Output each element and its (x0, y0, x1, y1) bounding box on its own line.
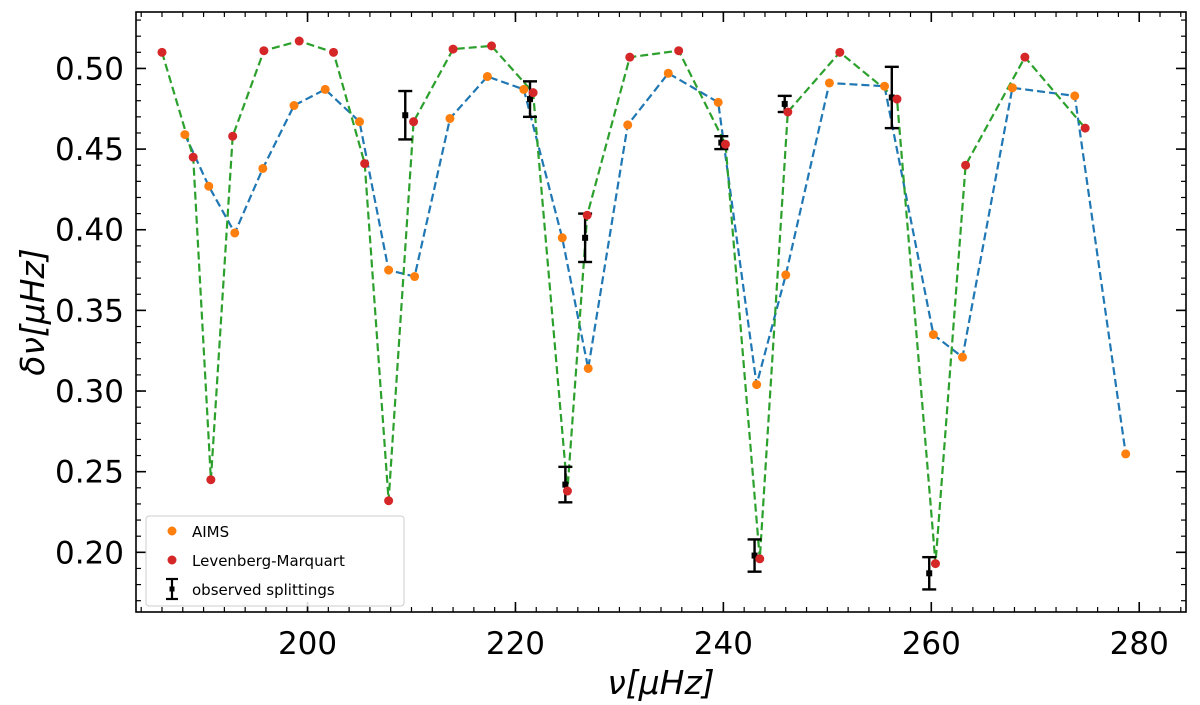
x-axis-label: ν[μHz] (607, 663, 714, 702)
legend-label-observed: observed splittings (192, 581, 335, 599)
lm-point (228, 131, 238, 141)
y-tick-label: 0.45 (55, 132, 124, 168)
aims-point (752, 380, 762, 390)
axis-tick-labels: 200 220 240 260 280 0.20 0.25 0.30 0.35 0.40 0.45 0… (55, 51, 1169, 662)
legend: AIMS Levenberg-Marquart observed splitti… (145, 515, 405, 607)
aims-point (355, 117, 365, 127)
lm-point (625, 52, 635, 62)
lm-point (961, 160, 971, 170)
aims-point (519, 84, 529, 94)
aims-point (320, 84, 330, 94)
x-tick-label: 280 (1110, 626, 1169, 662)
aims-point (824, 78, 834, 88)
aims-point (713, 97, 723, 107)
lm-point (755, 554, 765, 564)
legend-marker-aims (167, 526, 177, 536)
aims-point (1121, 449, 1131, 459)
lm-point (157, 47, 167, 57)
lm-point (582, 210, 592, 220)
series-points (157, 36, 1131, 569)
observed-errorbar (523, 80, 538, 119)
x-tick-label: 260 (902, 626, 961, 662)
aims-point (557, 233, 567, 243)
aims-point (583, 363, 593, 373)
aims-point (384, 265, 394, 275)
aims-point (1007, 83, 1017, 93)
y-tick-label: 0.35 (55, 293, 124, 329)
y-tick-label: 0.20 (55, 535, 124, 571)
lm-point (384, 496, 394, 506)
series-lines (160, 39, 1127, 564)
lm-point (562, 486, 572, 496)
lm-point (1080, 123, 1090, 133)
legend-label-aims: AIMS (192, 523, 229, 541)
legend-marker-observed (166, 577, 178, 601)
aims-point (180, 130, 190, 140)
aims-point (289, 101, 299, 111)
observed-errorbars (398, 65, 937, 591)
aims-point (623, 120, 633, 130)
aims-point (410, 272, 420, 282)
aims-connecting-line (183, 71, 1127, 455)
aims-point (445, 113, 455, 123)
lm-point (930, 559, 940, 569)
lm-point (329, 47, 339, 57)
legend-marker-lm (167, 555, 177, 565)
axis-ticks (136, 12, 1186, 612)
lm-point (360, 159, 370, 169)
legend-label-lm: Levenberg-Marquart (192, 552, 345, 570)
lm-point (206, 475, 216, 485)
observed-errorbar (747, 538, 762, 573)
lm-point (783, 107, 793, 117)
x-tick-label: 200 (278, 626, 337, 662)
lm-point (528, 88, 538, 98)
y-tick-label: 0.25 (55, 455, 124, 491)
observed-errorbar (884, 65, 899, 130)
x-tick-label: 220 (486, 626, 545, 662)
y-tick-label: 0.50 (55, 51, 124, 87)
aims-point (880, 81, 890, 91)
lm-point (259, 46, 269, 56)
observed-errorbar (558, 465, 573, 504)
lm-point (409, 117, 419, 127)
aims-point (1070, 91, 1080, 101)
lm-point (188, 152, 198, 162)
lm-point (1020, 52, 1030, 62)
aims-point (781, 270, 791, 280)
lm-point (674, 46, 684, 56)
lm-point (448, 44, 458, 54)
aims-point (928, 330, 938, 340)
aims-point (230, 228, 240, 238)
y-tick-label: 0.40 (55, 213, 124, 249)
lm-point (487, 41, 497, 51)
observed-errorbar (922, 555, 937, 591)
lm-point (720, 139, 730, 149)
lm-point (835, 47, 845, 57)
legend-box (145, 515, 405, 607)
aims-point (258, 163, 268, 173)
aims-point (957, 352, 967, 362)
aims-point (204, 181, 214, 191)
lm-connecting-line (160, 39, 1087, 564)
observed-errorbar (398, 89, 413, 141)
y-axis-label: δν[μHz] (13, 248, 52, 376)
x-tick-label: 240 (694, 626, 753, 662)
y-tick-label: 0.30 (55, 374, 124, 410)
lm-point (294, 36, 304, 46)
lm-point (892, 94, 902, 104)
aims-point (482, 72, 492, 82)
aims-point (663, 68, 673, 78)
